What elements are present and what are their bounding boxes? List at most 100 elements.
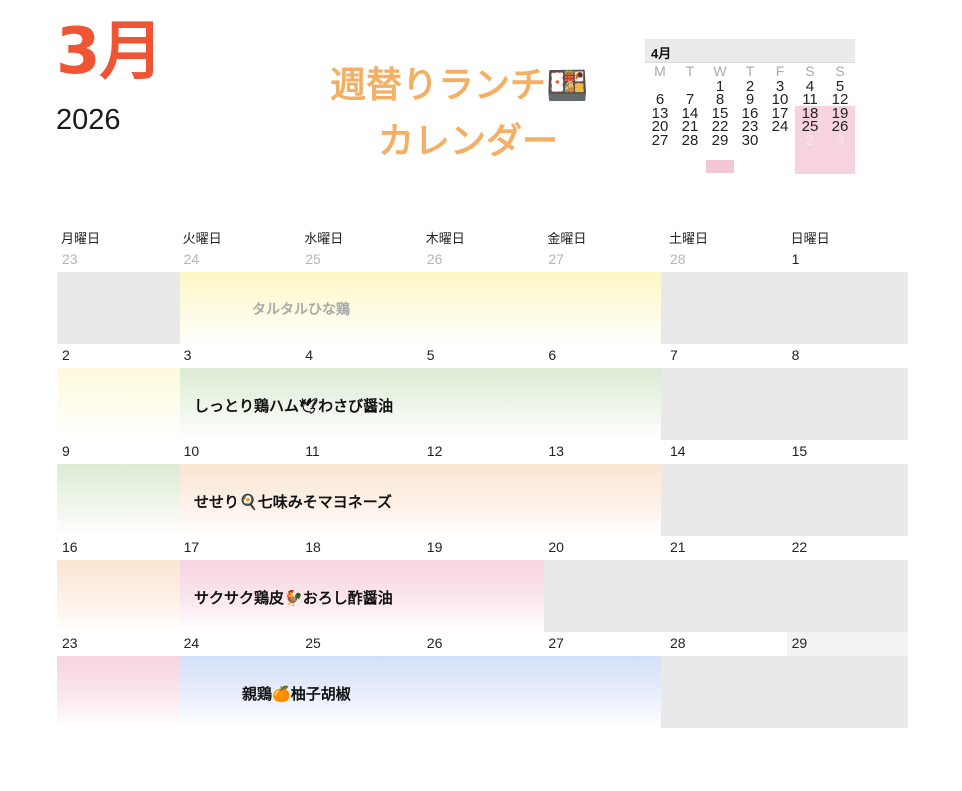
frying-pan-icon: 🍳 bbox=[239, 493, 258, 511]
lunch-event-bar[interactable]: タルタルひな鶏 bbox=[180, 272, 661, 344]
mini-day: 14 bbox=[681, 104, 699, 122]
empty-day-block bbox=[57, 272, 180, 344]
title-line-2: カレンダー bbox=[378, 121, 559, 162]
day-number[interactable]: 21 bbox=[669, 539, 686, 555]
day-number[interactable]: 11 bbox=[305, 443, 320, 459]
day-number[interactable]: 24 bbox=[183, 251, 200, 267]
lunch-menu-label: サクサク鶏皮🐓おろし酢醤油 bbox=[194, 589, 393, 607]
mini-day: 27 bbox=[651, 131, 669, 149]
day-number[interactable]: 24 bbox=[183, 635, 200, 651]
highlighted-day-marker bbox=[706, 160, 734, 173]
mini-day: 23 bbox=[741, 118, 759, 136]
mini-day-next-month: 2 bbox=[805, 131, 815, 149]
day-number[interactable]: 26 bbox=[426, 635, 443, 651]
day-number[interactable]: 23 bbox=[62, 635, 78, 651]
day-number[interactable]: 14 bbox=[669, 443, 686, 459]
day-number[interactable]: 5 bbox=[426, 347, 435, 363]
day-number[interactable]: 10 bbox=[183, 443, 200, 459]
mini-day: 1 bbox=[715, 78, 725, 95]
day-number[interactable]: 25 bbox=[305, 635, 321, 651]
day-number[interactable]: 13 bbox=[548, 443, 564, 459]
day-number[interactable]: 9 bbox=[62, 443, 70, 459]
weekday-header: 金曜日 bbox=[547, 232, 587, 247]
mini-weekday: F bbox=[775, 63, 785, 79]
mini-day: 4 bbox=[805, 78, 815, 95]
mini-day: 5 bbox=[835, 78, 845, 95]
year-label: 2026 bbox=[56, 104, 121, 136]
day-number[interactable]: 3 bbox=[183, 347, 192, 363]
mini-day: 22 bbox=[711, 118, 729, 136]
weekday-header: 火曜日 bbox=[182, 232, 222, 247]
lunch-menu-label: 親鶏🍊柚子胡椒 bbox=[242, 685, 351, 703]
lunch-menu-label: せせり🍳七味みそマヨネーズ bbox=[194, 493, 392, 511]
weekend-block bbox=[661, 368, 908, 440]
holiday-weekend-block bbox=[544, 560, 908, 632]
mini-day: 21 bbox=[681, 118, 699, 136]
mini-day-highlighted: 29 bbox=[711, 131, 729, 149]
lunch-event-bar[interactable]: せせり🍳七味みそマヨネーズ bbox=[180, 464, 661, 536]
rooster-icon: 🐓 bbox=[284, 589, 303, 607]
mini-day: 12 bbox=[831, 91, 849, 109]
day-number[interactable]: 28 bbox=[669, 635, 686, 651]
lunch-event-bar[interactable]: サクサク鶏皮🐓おろし酢醤油 bbox=[180, 560, 544, 632]
month-heading: 3月 bbox=[56, 15, 164, 89]
tangerine-icon: 🍊 bbox=[272, 685, 291, 703]
day-number[interactable]: 1 bbox=[791, 251, 800, 267]
mini-weekday: T bbox=[685, 63, 695, 79]
mini-day: 16 bbox=[741, 104, 759, 122]
mini-day: 11 bbox=[802, 91, 818, 109]
mini-day: 17 bbox=[771, 104, 789, 122]
previous-event-carryover bbox=[57, 560, 180, 632]
day-number[interactable]: 19 bbox=[426, 539, 443, 555]
lunch-menu-label: タルタルひな鶏 bbox=[252, 302, 350, 318]
day-number[interactable]: 4 bbox=[305, 347, 313, 363]
week-row: 23 24 25 26 27 28 1 タルタルひな鶏 bbox=[57, 248, 908, 344]
day-number[interactable]: 27 bbox=[548, 251, 564, 267]
day-number[interactable]: 26 bbox=[426, 251, 443, 267]
mini-day: 15 bbox=[711, 104, 729, 122]
mini-day: 19 bbox=[831, 104, 849, 122]
mini-day: 6 bbox=[655, 91, 665, 109]
day-number[interactable]: 25 bbox=[305, 251, 321, 267]
previous-event-carryover bbox=[57, 464, 180, 536]
weekday-header: 木曜日 bbox=[425, 232, 465, 247]
mini-day: 30 bbox=[741, 131, 759, 149]
weekend-block bbox=[661, 272, 908, 344]
mini-day: 25 bbox=[801, 118, 819, 136]
day-number[interactable]: 15 bbox=[791, 443, 808, 459]
week-row: 2 3 4 5 6 7 8 しっとり鶏ハム🕊わさび醤油 bbox=[57, 344, 908, 440]
day-number[interactable]: 20 bbox=[548, 539, 564, 555]
mini-day: 20 bbox=[651, 118, 669, 136]
title-line-1: 週替りランチ bbox=[330, 65, 547, 106]
day-number[interactable]: 17 bbox=[183, 539, 200, 555]
mini-weekday: S bbox=[835, 63, 845, 79]
mini-calendar-grid: M T W T F S S 1 2 3 4 5 6 7 8 9 10 11 12… bbox=[645, 63, 855, 174]
mini-day: 26 bbox=[831, 118, 849, 136]
day-number[interactable]: 2 bbox=[62, 347, 70, 363]
weekend-block bbox=[661, 656, 908, 728]
day-number[interactable]: 18 bbox=[305, 539, 321, 555]
weekday-header: 水曜日 bbox=[304, 232, 344, 247]
day-number[interactable]: 7 bbox=[669, 347, 678, 363]
day-number[interactable]: 8 bbox=[791, 347, 800, 363]
weekday-header: 日曜日 bbox=[790, 232, 830, 247]
day-number[interactable]: 23 bbox=[62, 251, 78, 267]
day-number[interactable]: 16 bbox=[62, 539, 78, 555]
day-number[interactable]: 28 bbox=[669, 251, 686, 267]
mini-day: 9 bbox=[745, 91, 755, 109]
mini-day: 7 bbox=[685, 91, 695, 109]
weekday-header: 土曜日 bbox=[668, 232, 708, 247]
day-number[interactable]: 29 bbox=[786, 632, 909, 656]
day-number[interactable]: 12 bbox=[426, 443, 443, 459]
week-row: 23 24 25 26 27 28 29 親鶏🍊柚子胡椒 bbox=[57, 632, 909, 728]
lunch-event-bar[interactable]: 親鶏🍊柚子胡椒 bbox=[180, 656, 661, 728]
weekday-header-row: 月曜日 火曜日 水曜日 木曜日 金曜日 土曜日 日曜日 bbox=[57, 224, 908, 248]
day-number[interactable]: 27 bbox=[548, 635, 564, 651]
bento-icon: 🍱 bbox=[546, 66, 589, 106]
mini-weekday: T bbox=[745, 63, 755, 79]
day-number[interactable]: 6 bbox=[548, 347, 557, 363]
lunch-event-bar[interactable]: しっとり鶏ハム🕊わさび醤油 bbox=[180, 368, 661, 440]
mini-day: 2 bbox=[745, 78, 755, 95]
page-title: 週替りランチ🍱 カレンダー bbox=[330, 58, 630, 170]
day-number[interactable]: 22 bbox=[791, 539, 808, 555]
